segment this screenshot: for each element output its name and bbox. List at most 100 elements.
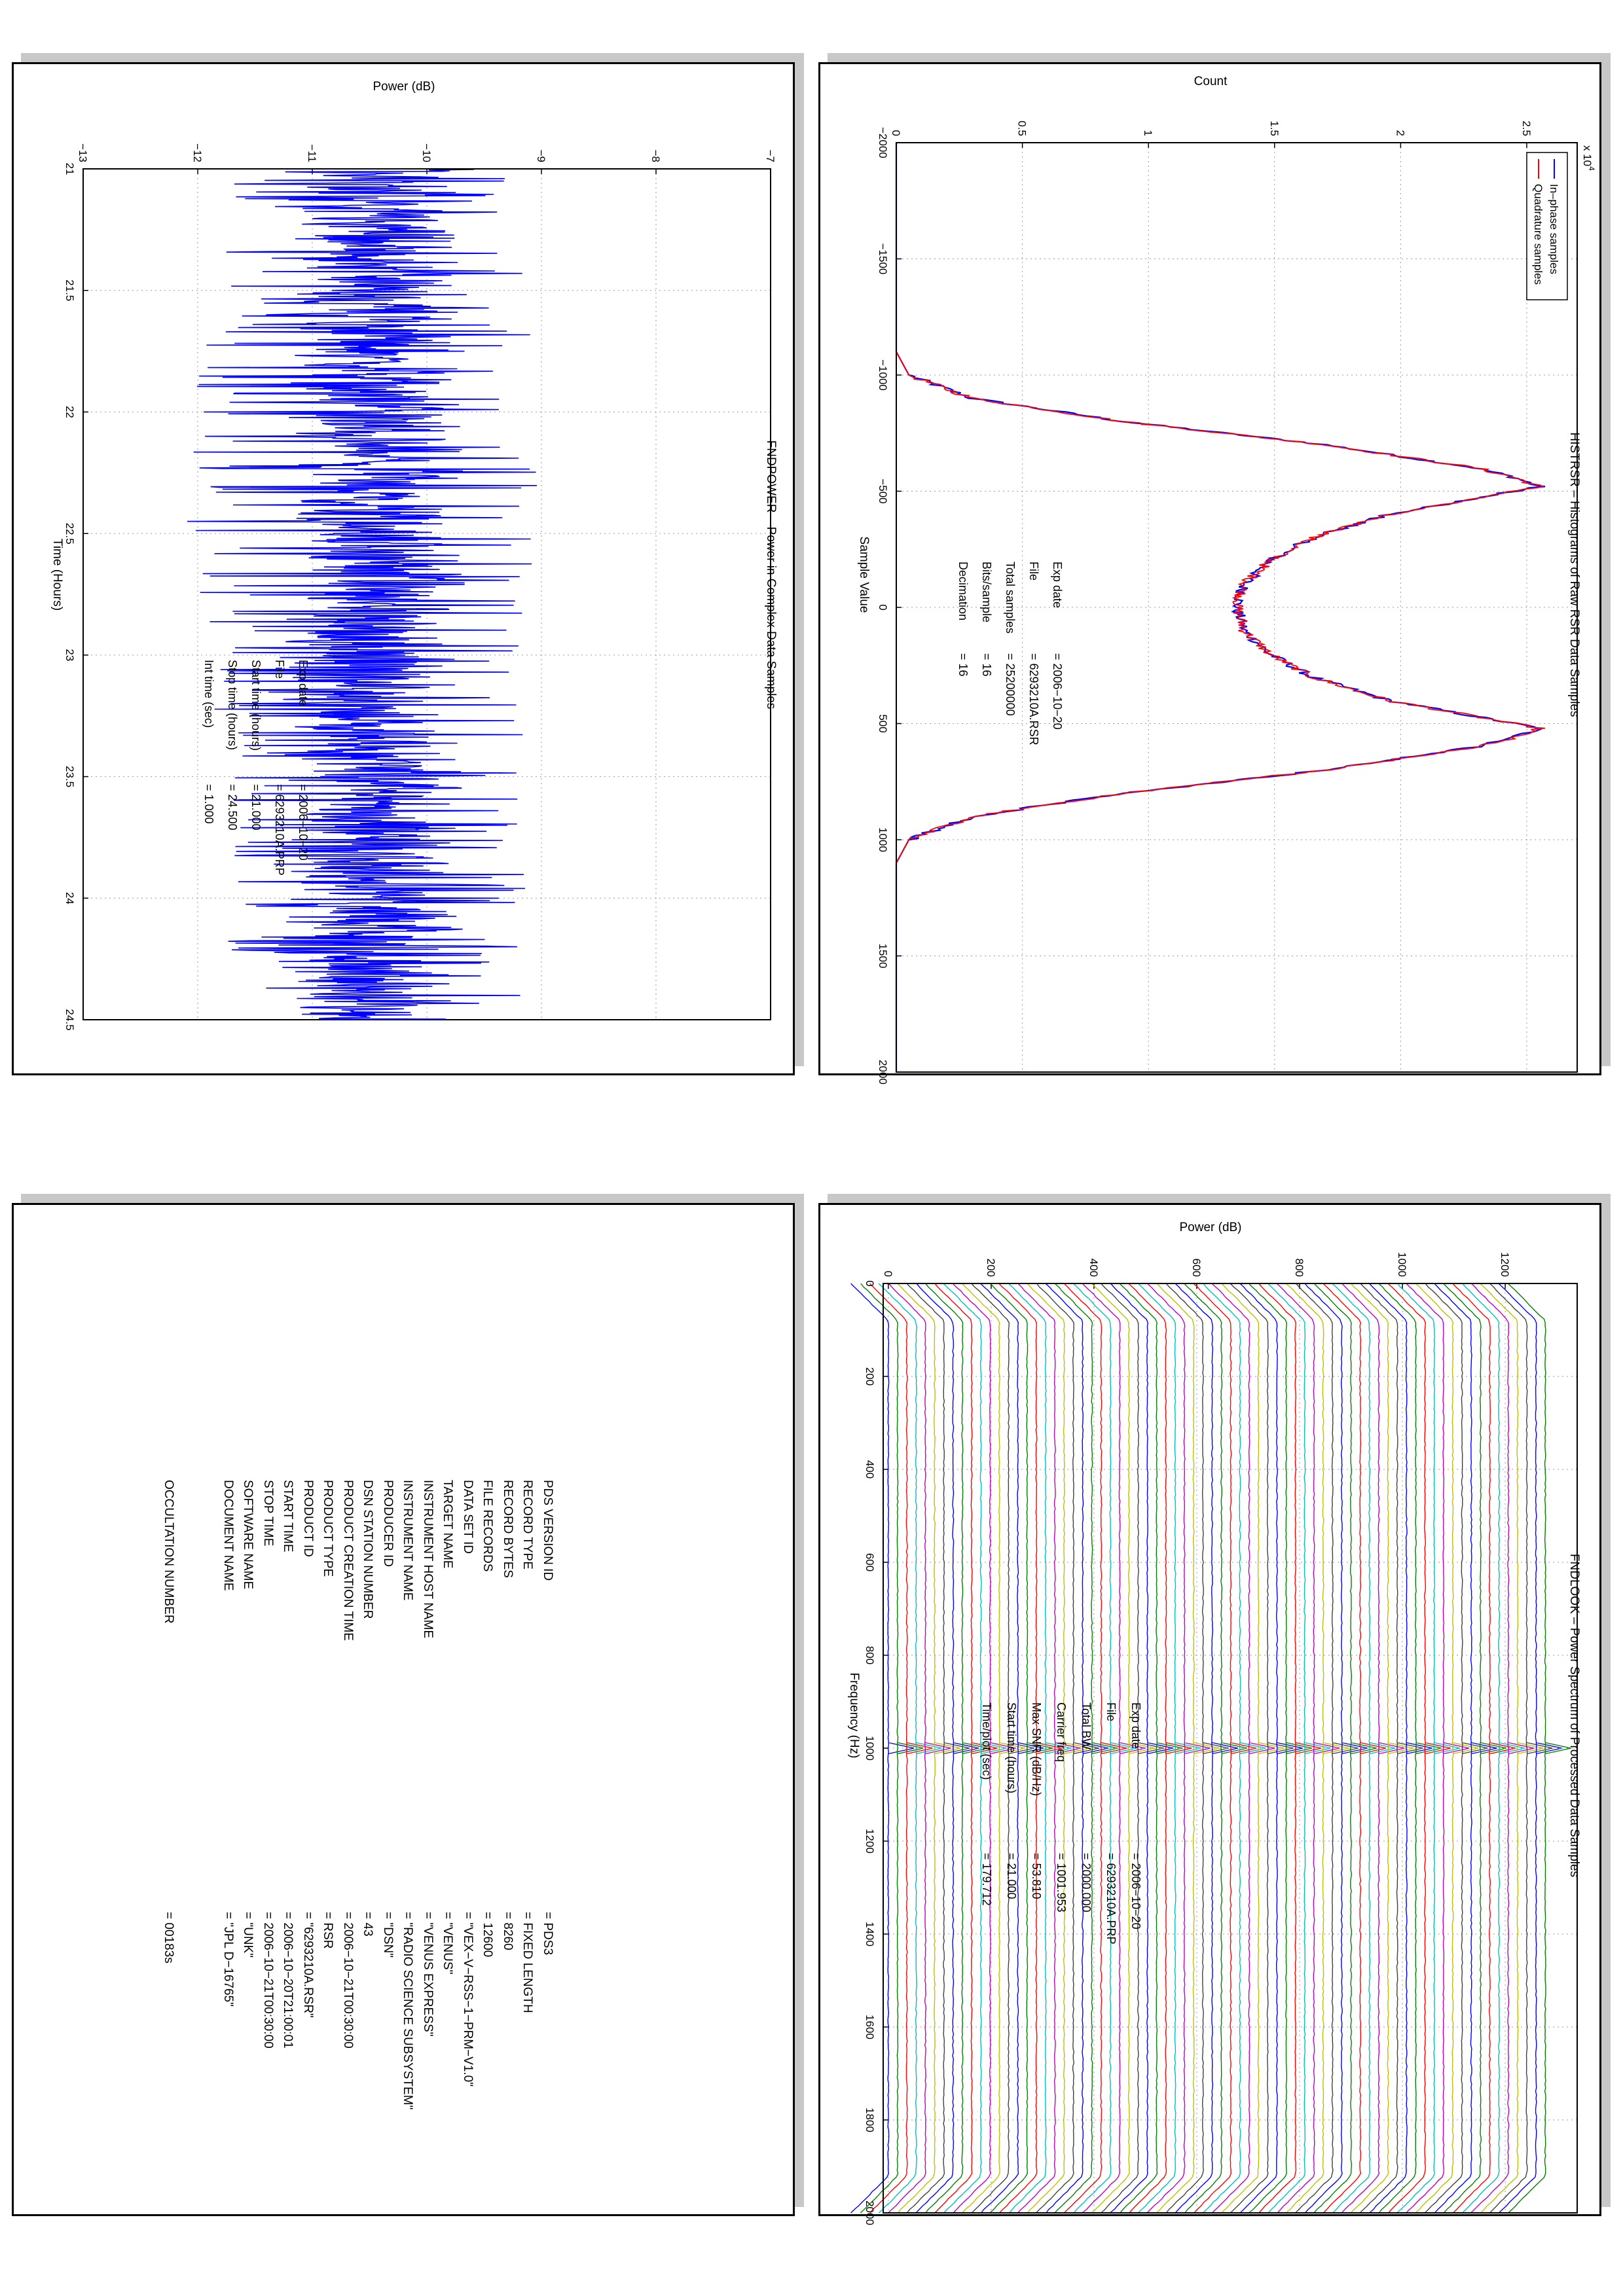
annotation-value: = 24.500 xyxy=(226,784,239,831)
x-tick-label: 1000 xyxy=(864,1736,876,1761)
spectrum-line xyxy=(1128,1283,1192,2214)
plot-frame xyxy=(82,168,771,1020)
legend-label-quadrature: Quadrature samples xyxy=(1532,184,1544,285)
annotation-label: Bits/sample xyxy=(980,562,993,622)
x-axis-label: Sample Value xyxy=(857,537,871,613)
spectrum-line xyxy=(1452,1283,1516,2214)
spectrum-line xyxy=(1368,1283,1432,2214)
spectrum-line xyxy=(1137,1283,1201,2214)
x-tick-label: 21.5 xyxy=(64,279,76,301)
grid xyxy=(82,168,771,1020)
legend-label-inphase: In–phase samples xyxy=(1548,184,1560,274)
label-field-name: RECORD BYTES xyxy=(501,1480,515,1578)
y-multiplier-label: x 104 xyxy=(1581,145,1596,171)
y-axis-label: Power (dB) xyxy=(373,80,435,94)
y-tick-label: 0 xyxy=(890,130,902,136)
annotation-value: = 179.712 xyxy=(980,1853,993,1906)
spectrum-line xyxy=(906,1283,970,2214)
spectrum-line xyxy=(1027,1283,1090,2214)
x-tick-label: 0 xyxy=(877,604,889,610)
spectrum-line xyxy=(1322,1283,1387,2214)
annotation-label: Carrier freq xyxy=(1055,1702,1068,1762)
label-field-name: INSTRUMENT NAME xyxy=(401,1480,415,1601)
label-field-value: = PDS3 xyxy=(541,1912,555,1956)
x-tick-label: 1600 xyxy=(864,2015,876,2039)
annotation-value: = 2006−10−20 xyxy=(1051,653,1064,730)
label-field-name: TARGET NAME xyxy=(441,1480,455,1569)
annotation-label: Max SNR (dB/Hz) xyxy=(1030,1702,1043,1796)
annotation-label: File xyxy=(273,660,286,679)
spectrum-line xyxy=(1109,1283,1173,2214)
x-tick-label: 400 xyxy=(864,1460,876,1479)
x-tick-label: 23 xyxy=(64,649,76,661)
label-field-name: OCCULTATION NUMBER xyxy=(162,1480,176,1624)
spectrum-line xyxy=(998,1283,1063,2214)
tick-labels: −2000 −1500 −1000 −500 0 500 1000 1500 2000 0 0.5 1… xyxy=(877,120,1533,1085)
y-tick-label: −12 xyxy=(191,143,204,162)
annotation-value: = 2006−10−20 xyxy=(297,784,310,861)
spectrum-line xyxy=(1249,1283,1312,2214)
annotation-value: = 2006−10−20 xyxy=(1129,1853,1142,1929)
legend: In–phase samples Quadrature samples xyxy=(1526,152,1568,300)
spectrum-line xyxy=(1221,1283,1285,2214)
x-tick-label: 2000 xyxy=(864,2200,876,2225)
annotations: Exp date = 2006−10−20 File = 6293210A.PRP To… xyxy=(980,1702,1142,1945)
label-field-value: = 2006−10−20T21:00:01 xyxy=(281,1912,295,2049)
annotation-value: = 6293210A.RSR xyxy=(1027,653,1040,745)
label-field-name: START TIME xyxy=(281,1480,295,1552)
annotation-label: Exp date xyxy=(1129,1702,1142,1749)
tick-labels: 21 21.5 22 22.5 23 23.5 24 24.5 −13 −12 −11 −10 −9 −8… xyxy=(64,143,776,1030)
y-axis-label: Power (dB) xyxy=(1179,1221,1241,1234)
x-tick-label: −1500 xyxy=(877,243,889,275)
y-tick-label: −7 xyxy=(764,150,776,162)
histogram-chart: HISTRSR – Histograms of Raw RSR Data Sam… xyxy=(857,75,1596,1085)
y-tick-label: 600 xyxy=(1190,1259,1203,1277)
spectrum-line xyxy=(1239,1283,1303,2214)
x-tick-label: 24.5 xyxy=(64,1009,76,1030)
annotation-value: = 25200000 xyxy=(1004,653,1017,716)
x-tick-label: 2000 xyxy=(877,1060,889,1085)
y-tick-label: −13 xyxy=(77,143,89,162)
plot-frame xyxy=(896,142,1578,1073)
spectrum-line xyxy=(1406,1283,1470,2214)
label-field-name: PRODUCT ID xyxy=(301,1480,315,1557)
spectrum-line xyxy=(1045,1283,1109,2214)
x-tick-label: −500 xyxy=(877,478,889,503)
label-panel: PDS VERSION ID = PDS3 RECORD TYPE = FIXED L… xyxy=(12,1203,795,2216)
label-field-name: INSTRUMENT HOST NAME xyxy=(421,1480,435,1639)
spectrum-line xyxy=(1341,1283,1405,2214)
tick-labels: 0 200 400 600 800 1000 1200 1400 1600 1800 2000 0 20… xyxy=(864,1252,1511,2225)
x-tick-label: 1000 xyxy=(877,827,889,852)
annotation-value: = 6293210A.PRP xyxy=(1104,1853,1118,1945)
label-field-name: PDS VERSION ID xyxy=(541,1480,555,1581)
x-tick-label: −2000 xyxy=(877,127,889,158)
y-tick-label: −10 xyxy=(420,143,433,162)
label-field-value: = "RADIO SCIENCE SUBSYSTEM" xyxy=(401,1912,415,2110)
power-line xyxy=(187,168,538,1020)
label-field-name: PRODUCT TYPE xyxy=(321,1480,335,1577)
x-tick-label: 1800 xyxy=(864,2108,876,2132)
label-field-value: = "UNK" xyxy=(241,1912,255,1958)
x-tick-label: 1400 xyxy=(864,1922,876,1946)
spectrum-line xyxy=(1498,1283,1562,2214)
annotation-value: = 6293210A.PRP xyxy=(273,784,286,876)
spectrum-line xyxy=(1415,1283,1479,2214)
annotation-label: Exp date xyxy=(1051,562,1064,608)
label-field-name: RECORD TYPE xyxy=(520,1480,535,1570)
chart-title: HISTRSR – Histograms of Raw RSR Data Sam… xyxy=(1567,432,1581,717)
spectrum-line xyxy=(1036,1283,1099,2214)
label-listing: PDS VERSION ID = PDS3 RECORD TYPE = FIXED L… xyxy=(14,1205,797,2218)
x-tick-label: 23.5 xyxy=(64,766,76,787)
y-tick-label: 800 xyxy=(1293,1259,1305,1277)
annotation-label: Stop time (hours) xyxy=(226,660,239,750)
label-field-value: = "VEX−V−RSS−1−PRM−V1.0" xyxy=(461,1912,475,2087)
power-panel: FNDPOWER – Power in Complex Data Samples… xyxy=(12,62,795,1075)
y-tick-label: 1 xyxy=(1142,130,1154,136)
label-field-value: = 2006−10−21T00:30:00 xyxy=(261,1912,275,2049)
annotation-value: = 1001.953 xyxy=(1055,1853,1068,1912)
x-tick-label: 800 xyxy=(864,1646,876,1664)
spectrum-line xyxy=(934,1283,998,2214)
power-chart: FNDPOWER – Power in Complex Data Samples… xyxy=(50,80,778,1031)
spectrum-line xyxy=(860,1283,924,2214)
y-tick-label: 400 xyxy=(1087,1259,1100,1277)
